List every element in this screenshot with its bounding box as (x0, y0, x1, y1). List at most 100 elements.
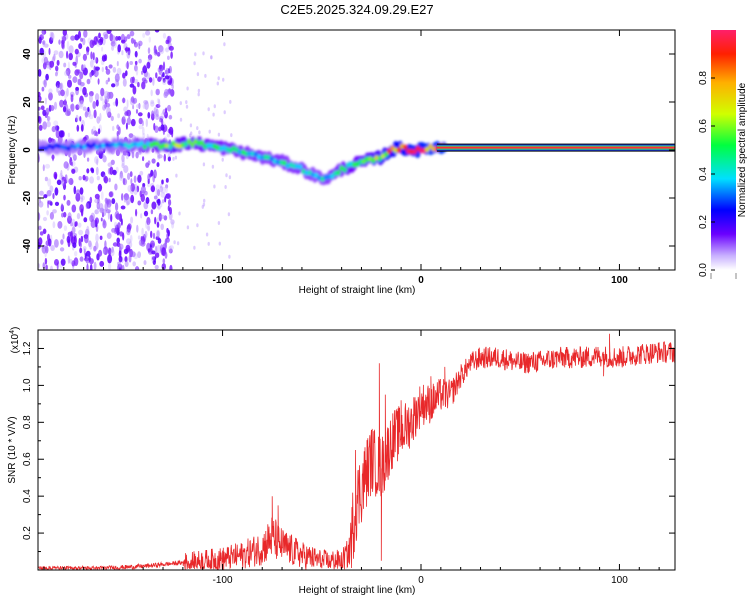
noise-speck (197, 92, 200, 97)
noise-speck (153, 169, 157, 179)
noise-speck (154, 216, 157, 225)
noise-speck (141, 227, 144, 237)
noise-speck (50, 105, 55, 111)
ridge-blob (371, 157, 376, 163)
noise-speck (121, 154, 125, 163)
spectrogram-ylabel: Frequency (Hz) (7, 116, 18, 185)
noise-speck (117, 113, 120, 119)
noise-speck (166, 228, 169, 234)
noise-speck (119, 243, 124, 250)
noise-speck (94, 217, 99, 225)
noise-speck (155, 88, 160, 96)
noise-speck (83, 217, 88, 223)
noise-speck (163, 153, 166, 162)
noise-speck (86, 78, 91, 85)
noise-speck (130, 178, 133, 185)
colorbar-tick-label: 0.4 (698, 167, 709, 181)
noise-speck (135, 266, 139, 270)
noise-speck (67, 212, 72, 221)
snr-xlabel: Height of straight line (km) (299, 585, 416, 596)
noise-speck (129, 83, 135, 88)
noise-speck (140, 213, 143, 219)
noise-speck (133, 79, 139, 84)
noise-speck (193, 245, 196, 250)
noise-speck (160, 223, 164, 230)
colorbar-label: Normalized spectral amplitude (737, 82, 748, 217)
noise-speck (86, 46, 90, 53)
noise-speck (121, 116, 126, 125)
noise-speck (154, 264, 159, 270)
noise-speck (39, 231, 44, 236)
snr-panel: -100 0 100 0.2 0.4 0.6 0.8 1.0 1.2 Height of st… (7, 327, 676, 596)
noise-speck (125, 152, 129, 160)
noise-speck (157, 204, 161, 210)
noise-speck (161, 118, 164, 126)
noise-speck (119, 261, 122, 269)
noise-speck (38, 116, 42, 124)
noise-speck (78, 43, 83, 50)
noise-speck (83, 30, 88, 38)
noise-speck (124, 260, 129, 267)
noise-speck (143, 210, 149, 217)
noise-speck (89, 72, 93, 78)
noise-speck (165, 47, 170, 53)
noise-speck (159, 64, 162, 70)
noise-speck (185, 104, 189, 109)
noise-speck (76, 69, 81, 74)
noise-speck (62, 106, 67, 113)
noise-speck (38, 124, 43, 131)
noise-speck (60, 89, 65, 97)
noise-speck (95, 99, 99, 107)
noise-speck (135, 151, 139, 159)
noise-speck (81, 64, 86, 71)
noise-speck (133, 41, 139, 48)
noise-speck (102, 248, 106, 254)
noise-speck (224, 185, 227, 189)
noise-speck (38, 212, 41, 221)
spectrogram-y-ticks: -40 -20 0 20 40 (22, 48, 675, 253)
noise-speck (104, 90, 109, 100)
noise-speck (45, 264, 48, 270)
noise-speck (143, 79, 148, 84)
noise-speck (85, 202, 90, 209)
noise-speck (103, 246, 109, 256)
noise-speck (188, 133, 192, 138)
noise-speck (204, 73, 207, 78)
noise-speck (213, 184, 216, 189)
noise-speck (75, 221, 78, 227)
noise-speck (66, 40, 70, 50)
noise-speck (165, 107, 168, 114)
noise-speck (142, 156, 145, 162)
noise-speck (74, 48, 79, 55)
noise-speck (62, 30, 67, 36)
noise-speck (130, 118, 136, 127)
snr-frame (37, 329, 676, 571)
noise-speck (73, 185, 77, 195)
noise-speck (102, 153, 106, 162)
noise-speck (126, 117, 132, 125)
noise-speck (93, 130, 98, 136)
noise-speck (79, 85, 82, 92)
noise-speck (125, 244, 131, 252)
noise-speck (38, 36, 42, 44)
noise-speck (165, 178, 169, 183)
noise-speck (101, 66, 105, 73)
noise-speck (56, 179, 62, 186)
band-core (436, 146, 675, 149)
noise-speck (86, 157, 90, 162)
noise-speck (72, 242, 77, 249)
noise-speck (137, 235, 141, 240)
noise-speck (66, 199, 71, 206)
noise-speck (173, 240, 176, 245)
noise-speck (95, 57, 99, 64)
noise-speck (217, 76, 220, 81)
noise-speck (105, 103, 111, 108)
noise-speck (150, 99, 155, 105)
noise-speck (151, 255, 155, 262)
noise-speck (120, 205, 126, 210)
noise-speck (48, 47, 51, 56)
svg-text:(x104): (x104) (9, 327, 21, 354)
noise-speck (116, 237, 120, 244)
noise-speck (86, 225, 90, 235)
